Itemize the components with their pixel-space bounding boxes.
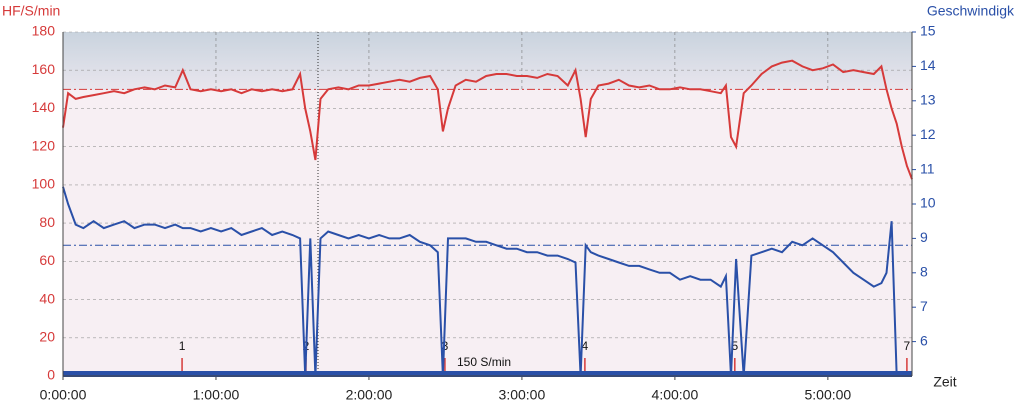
y2-axis-title: Geschwindigk (927, 3, 1015, 19)
y2-tick-label: 8 (920, 264, 928, 280)
y2-tick-label: 10 (920, 195, 936, 211)
y-tick-label: 120 (32, 137, 56, 153)
y-tick-label: 180 (32, 23, 56, 39)
cadence-bar (63, 371, 912, 377)
annotation: 150 S/min (457, 355, 511, 369)
lap-label: 7 (904, 339, 911, 353)
y-tick-label: 100 (32, 176, 56, 192)
y-tick-label: 0 (47, 367, 55, 383)
y2-tick-label: 12 (920, 126, 936, 142)
y2-tick-label: 14 (920, 57, 936, 73)
x-tick-label: 3:00:00 (499, 387, 546, 403)
x-tick-label: 0:00:00 (40, 387, 87, 403)
series-line (62, 186, 912, 377)
series-line (62, 59, 913, 180)
y-axis-title: HF/S/min (2, 3, 60, 19)
y2-tick-label: 15 (920, 23, 936, 39)
zone-band (63, 32, 912, 90)
x-tick-label: 2:00:00 (346, 387, 393, 403)
x-tick-label: 1:00:00 (193, 387, 240, 403)
y2-tick-label: 13 (920, 92, 936, 108)
lap-label: 5 (731, 339, 738, 353)
lap-label: 4 (582, 339, 589, 353)
y2-tick-label: 7 (920, 298, 928, 314)
y-tick-label: 60 (39, 252, 55, 268)
x-tick-label: 5:00:00 (805, 387, 852, 403)
y-tick-label: 140 (32, 99, 56, 115)
y2-tick-label: 6 (920, 332, 928, 348)
y2-tick-label: 9 (920, 229, 928, 245)
y-tick-label: 160 (32, 61, 56, 77)
x-axis-title: Zeit (933, 374, 956, 390)
y-tick-label: 40 (39, 290, 55, 306)
y-tick-label: 80 (39, 214, 55, 230)
y-tick-label: 20 (39, 328, 55, 344)
y2-tick-label: 11 (920, 160, 935, 176)
lap-label: 1 (179, 339, 186, 353)
x-tick-label: 4:00:00 (652, 387, 699, 403)
lap-label: 3 (442, 339, 449, 353)
